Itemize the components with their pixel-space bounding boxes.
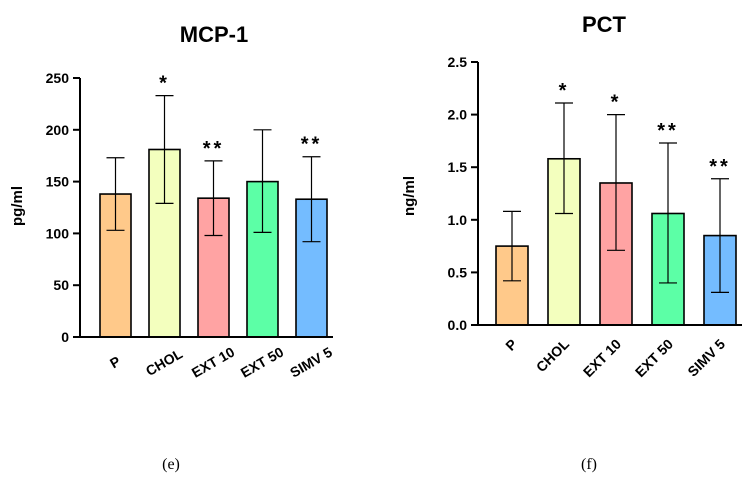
y-tick-label: 2.0 bbox=[448, 107, 468, 123]
y-tick-label: 150 bbox=[46, 174, 70, 190]
y-axis-label: pg/ml bbox=[9, 186, 26, 226]
significance-mark: ** bbox=[203, 138, 225, 160]
y-tick-label: 1.0 bbox=[448, 212, 468, 228]
category-label: SIMV 5 bbox=[287, 344, 335, 381]
category-label: P bbox=[502, 336, 520, 354]
y-tick-label: 100 bbox=[46, 225, 70, 241]
y-axis-label: ng/ml bbox=[401, 176, 418, 216]
y-tick-label: 200 bbox=[46, 122, 70, 138]
chart-title: MCP-1 bbox=[180, 22, 248, 47]
panel-f: PCT ng/ml (f) P * CHOL * EXT 10 ** EXT 50 ** SIM… bbox=[401, 12, 742, 473]
panel-caption: (e) bbox=[162, 456, 180, 473]
significance-mark: ** bbox=[709, 156, 731, 178]
y-tick-label: 0.5 bbox=[448, 264, 468, 280]
chart-title: PCT bbox=[582, 12, 627, 37]
category-label: P bbox=[107, 353, 123, 372]
category-label: EXT 50 bbox=[632, 336, 676, 380]
y-tick-label: 50 bbox=[53, 277, 69, 293]
category-label: SIMV 5 bbox=[684, 336, 728, 380]
category-label: CHOL bbox=[533, 335, 573, 375]
category-label: CHOL bbox=[143, 345, 186, 379]
y-tick-label: 0 bbox=[61, 329, 69, 345]
significance-mark: ** bbox=[657, 120, 679, 142]
y-tick-label: 1.5 bbox=[448, 159, 468, 175]
significance-mark: * bbox=[559, 80, 570, 102]
significance-mark: ** bbox=[301, 134, 323, 156]
significance-mark: * bbox=[159, 73, 170, 95]
y-tick-label: 250 bbox=[46, 70, 70, 86]
significance-mark: * bbox=[611, 92, 622, 114]
panel-caption: (f) bbox=[581, 456, 597, 473]
y-tick-label: 2.5 bbox=[448, 54, 468, 70]
category-label: EXT 10 bbox=[189, 343, 238, 380]
category-label: EXT 50 bbox=[238, 343, 287, 380]
panel-e: MCP-1 pg/ml (e) P * CHOL ** EXT 10 EXT 50 ** SI… bbox=[9, 22, 335, 473]
y-tick-label: 0.0 bbox=[448, 317, 468, 333]
category-label: EXT 10 bbox=[580, 336, 624, 380]
